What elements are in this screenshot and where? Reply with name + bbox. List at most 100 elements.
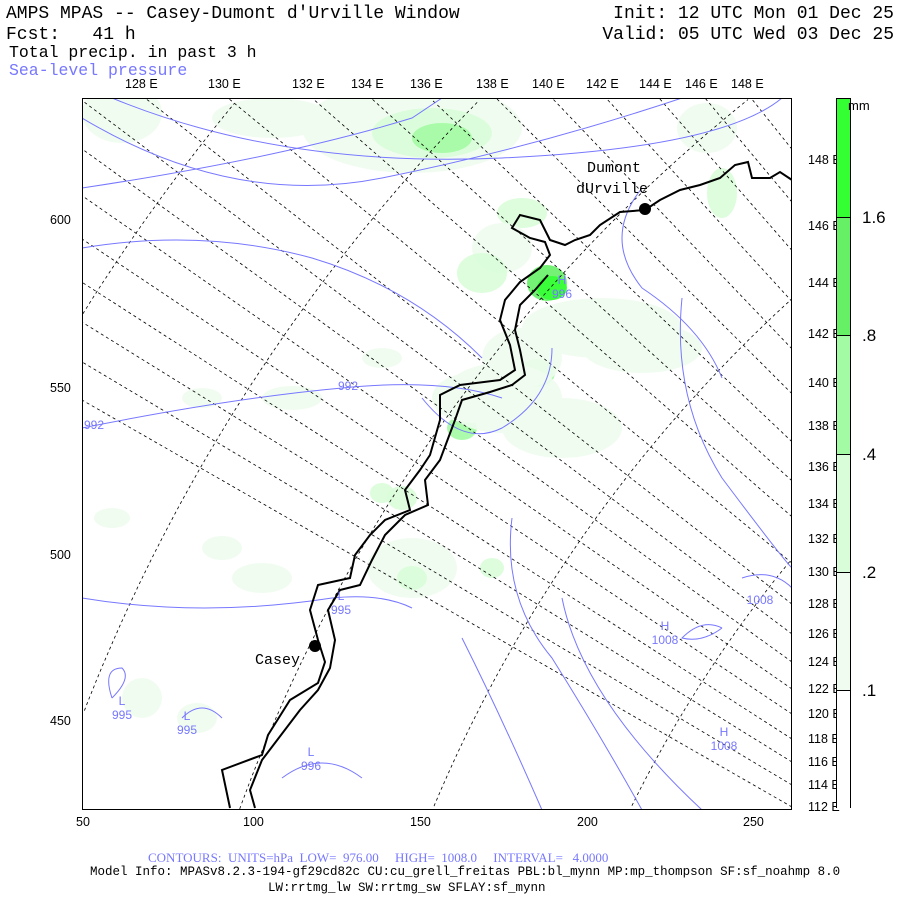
top-lon-label: 148 E	[731, 77, 764, 91]
top-lon-label: 136 E	[410, 77, 443, 91]
meridian-line	[82, 238, 792, 715]
top-lon-label: 146 E	[685, 77, 718, 91]
top-lon-label: 144 E	[639, 77, 672, 91]
colorbar-label: .8	[862, 326, 877, 345]
contour-value-label: 992	[84, 418, 104, 432]
colorbar	[836, 98, 851, 809]
precip-blob	[362, 348, 402, 368]
right-lon-label: 126 E	[808, 627, 841, 641]
contour-value-label: 995	[331, 603, 351, 617]
field-precip-label: Total precip. in past 3 h	[9, 43, 257, 62]
colorbar-bin	[837, 691, 850, 809]
isobar	[421, 347, 553, 435]
latitude-circle	[631, 561, 791, 806]
precip-blob	[457, 253, 507, 293]
contour-value-label: 996	[552, 287, 572, 301]
colorbar-bin	[837, 99, 850, 218]
pressure-center-symbol: H	[661, 619, 670, 633]
coastline	[220, 160, 792, 809]
right-lon-label: 130 E	[808, 565, 841, 579]
colorbar-label: .4	[862, 445, 877, 464]
dumont-label-2: dUrville	[576, 181, 648, 198]
precip-blob	[397, 566, 427, 590]
contour-value-label: 992	[338, 379, 358, 393]
isobar	[82, 239, 483, 359]
colorbar-bin	[837, 336, 850, 455]
right-lon-label: 144 E	[808, 276, 841, 290]
precip-blob	[480, 558, 504, 578]
isobar	[181, 707, 223, 719]
precip-blob	[232, 563, 292, 593]
precip-blob	[582, 323, 702, 373]
precip-blob	[497, 198, 547, 228]
meridian-line	[658, 98, 792, 251]
isobar	[741, 574, 792, 589]
isobar	[281, 762, 363, 779]
contour-value-label: 1008	[711, 739, 738, 753]
pressure-center-symbol: H	[558, 273, 567, 287]
top-lon-label: 134 E	[351, 77, 384, 91]
colorbar-unit: mm	[848, 98, 870, 113]
ice-shelf-line	[248, 274, 549, 809]
dumont-station-marker	[639, 203, 651, 215]
latitude-circle	[84, 101, 479, 711]
init-time: Init: 12 UTC Mon 01 Dec 25	[613, 4, 894, 24]
meridian-line	[82, 399, 792, 808]
isobar	[111, 98, 783, 160]
top-lon-label: 130 E	[208, 77, 241, 91]
bottom-axis-label: 100	[243, 815, 264, 829]
casey-station-marker	[309, 640, 321, 652]
precip-blob	[182, 388, 222, 408]
dumont-label: Dumont	[587, 160, 641, 177]
right-lon-label: 138 E	[808, 419, 841, 433]
map-frame	[82, 98, 792, 810]
bottom-axis-label: 150	[410, 815, 431, 829]
meridian-line	[82, 195, 792, 690]
contour-value-label: 1008	[652, 633, 679, 647]
pressure-center-symbol: L	[338, 589, 345, 603]
colorbar-label: 1.6	[862, 208, 886, 227]
contour-value-label: 996	[301, 759, 321, 773]
precip-blob	[262, 386, 322, 410]
meridian-line	[144, 98, 792, 605]
right-lon-label: 116 E	[808, 755, 840, 769]
right-lon-label: 114 E	[808, 778, 840, 792]
precip-shading	[82, 98, 737, 733]
isobar	[82, 98, 443, 189]
precip-blob	[412, 123, 472, 153]
precip-blob	[82, 98, 162, 143]
isobar	[82, 98, 683, 186]
meridian-line	[605, 98, 792, 302]
slp-contours	[82, 98, 792, 810]
pressure-center-symbol: L	[119, 694, 126, 708]
right-lon-label: 120 E	[808, 707, 841, 721]
precip-blob	[502, 398, 622, 458]
precip-blob	[202, 536, 242, 560]
meridian-line	[82, 100, 792, 635]
meridian-line	[227, 98, 792, 564]
left-axis-label: 600	[50, 213, 71, 227]
colorbar-label: .2	[862, 563, 877, 582]
pressure-center-symbol: L	[184, 709, 191, 723]
right-lon-label: 124 E	[808, 655, 841, 669]
top-lon-label: 132 E	[292, 77, 325, 91]
isobar	[108, 667, 126, 699]
meridian-line	[311, 98, 792, 518]
precip-blob	[122, 678, 162, 718]
contour-value-label: 995	[112, 708, 132, 722]
casey-label: Casey	[255, 652, 300, 669]
meridian-line	[495, 98, 792, 395]
right-lon-label: 132 E	[808, 532, 841, 546]
plot-title: AMPS MPAS -- Casey-Dumont d'Urville Wind…	[6, 4, 460, 24]
precip-blob	[370, 483, 394, 503]
meridian-line	[750, 98, 792, 150]
isobar	[461, 637, 543, 810]
isobar	[509, 517, 643, 810]
lat-lon-grid	[82, 98, 792, 810]
right-lon-label: 112 E	[808, 800, 840, 814]
meridian-line	[551, 98, 792, 350]
latitude-circle	[82, 103, 235, 315]
left-axis-label: 450	[50, 714, 71, 728]
